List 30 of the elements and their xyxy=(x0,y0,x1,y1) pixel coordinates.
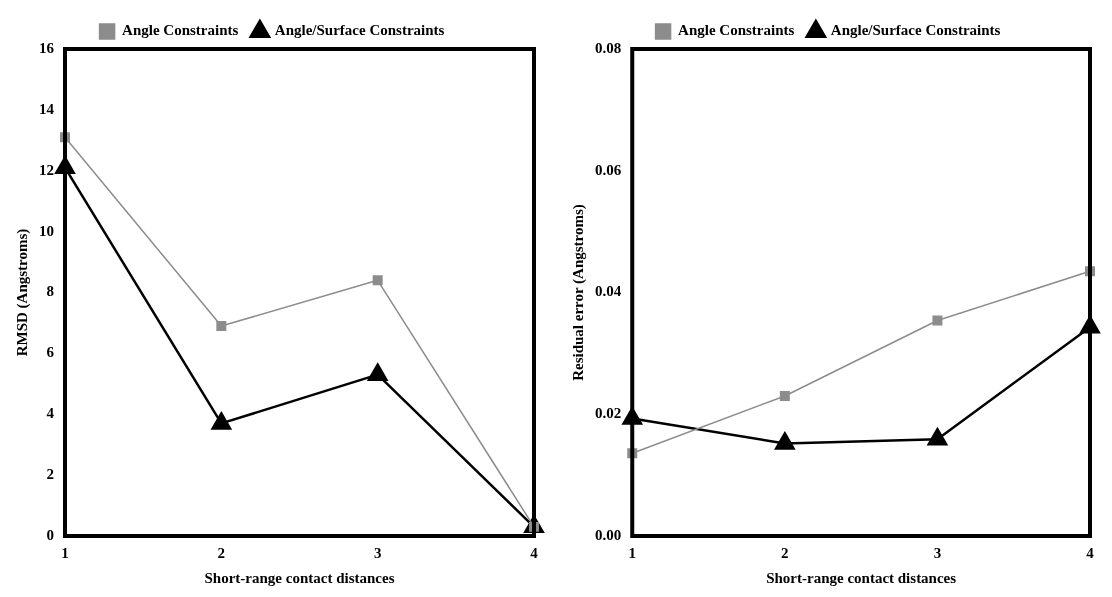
legend-label: Angle Constraints xyxy=(678,22,795,39)
y-tick-label: 6 xyxy=(46,344,55,361)
y-tick-label: 0 xyxy=(46,526,54,543)
y-tick-label: 10 xyxy=(39,222,54,239)
y-tick-label: 0.06 xyxy=(595,161,622,178)
legend-label: Angle/Surface Constraints xyxy=(274,22,445,39)
x-tick-label: 2 xyxy=(781,544,789,561)
y-tick-label: 0.04 xyxy=(595,283,622,300)
y-axis-title: Residual error (Angstroms) xyxy=(569,204,587,381)
y-axis-title: RMSD (Angstroms) xyxy=(13,228,31,357)
x-tick-label: 1 xyxy=(628,544,636,561)
x-tick-label: 2 xyxy=(217,544,226,561)
legend-label: Angle Constraints xyxy=(122,22,239,39)
y-tick-label: 0.00 xyxy=(595,526,622,543)
y-tick-label: 8 xyxy=(46,283,54,300)
y-tick-label: 16 xyxy=(39,39,55,56)
y-tick-label: 2 xyxy=(46,466,54,482)
x-tick-label: 3 xyxy=(933,544,942,561)
legend-label: Angle/Surface Constraints xyxy=(830,22,1001,39)
x-tick-label: 3 xyxy=(373,544,382,561)
x-tick-label: 1 xyxy=(61,544,69,561)
y-tick-label: 0.08 xyxy=(595,39,622,56)
x-axis-title: Short-range contact distances xyxy=(766,569,957,586)
x-tick-label: 4 xyxy=(530,544,539,561)
x-axis-title: Short-range contact distances xyxy=(204,569,395,586)
y-tick-label: 12 xyxy=(39,161,54,178)
x-tick-label: 4 xyxy=(1086,544,1095,561)
y-tick-label: 14 xyxy=(39,100,55,117)
y-tick-label: 0.02 xyxy=(595,405,622,422)
y-tick-label: 4 xyxy=(46,405,55,422)
